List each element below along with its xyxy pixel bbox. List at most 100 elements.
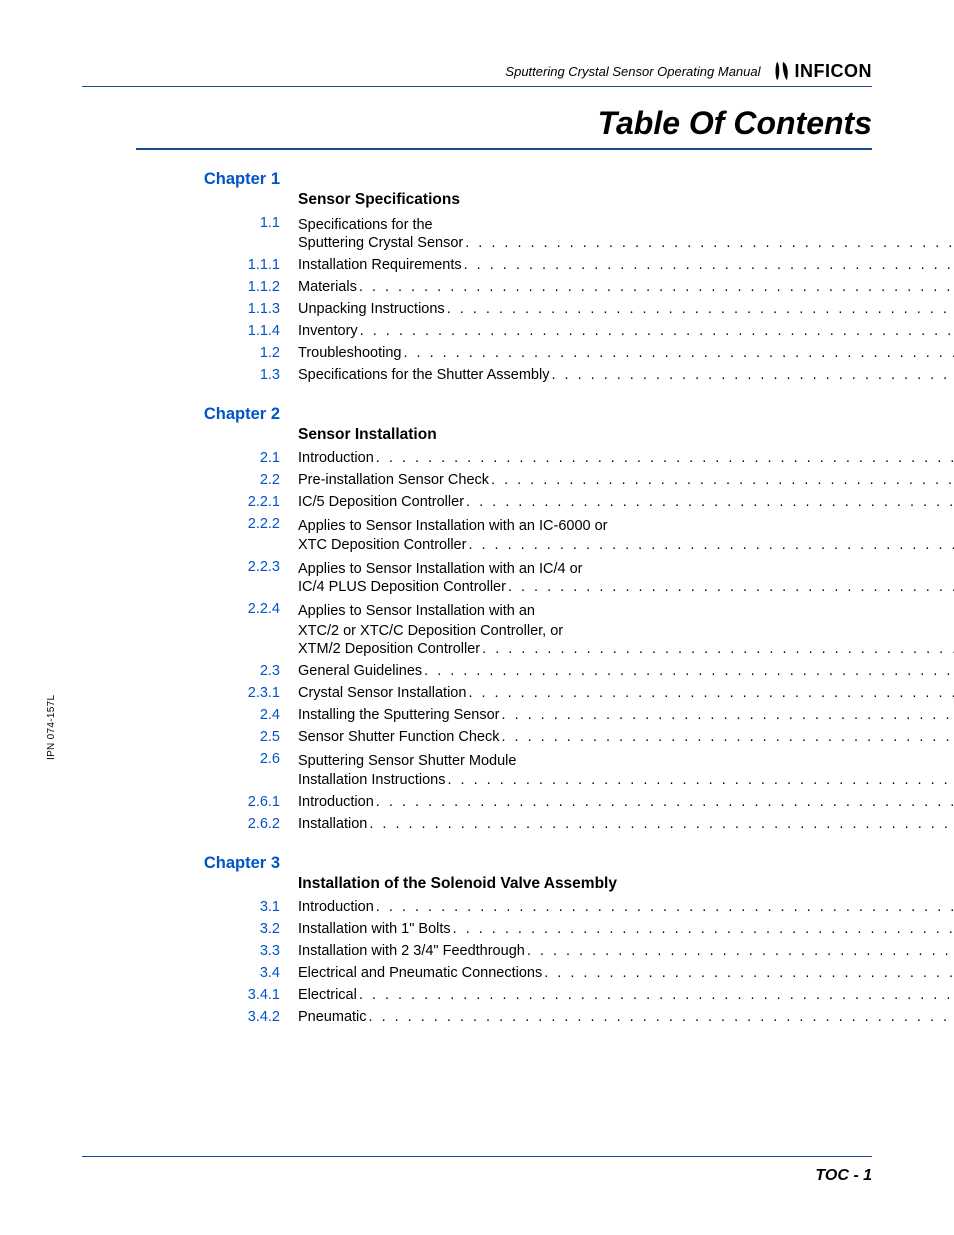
spacer bbox=[162, 426, 298, 444]
entry-number[interactable]: 2.2 bbox=[162, 472, 298, 488]
entry-number[interactable]: 1.1.2 bbox=[162, 279, 298, 295]
leader-dots: . . . . . . . . . . . . . . . . . . . . … bbox=[445, 301, 954, 317]
leader-dots: . . . . . . . . . . . . . . . . . . . . … bbox=[374, 899, 954, 915]
entry-number[interactable]: 2.6.2 bbox=[162, 816, 298, 832]
entry-number[interactable]: 2.3.1 bbox=[162, 685, 298, 701]
leader-dots: . . . . . . . . . . . . . . . . . . . . … bbox=[367, 1009, 954, 1025]
entry-number[interactable]: 1.1.4 bbox=[162, 323, 298, 339]
entry-last-line: XTC Deposition Controller . . . . . . . … bbox=[298, 537, 954, 553]
toc-entry: 2.2.1IC/5 Deposition Controller . . . . … bbox=[162, 494, 872, 510]
entry-title[interactable]: Introduction bbox=[298, 450, 374, 466]
entry-number[interactable]: 2.2.2 bbox=[162, 516, 298, 532]
entry-text: Sputtering Sensor Shutter ModuleInstalla… bbox=[298, 751, 954, 787]
entry-title[interactable]: XTM/2 Deposition Controller bbox=[298, 641, 480, 657]
entry-number[interactable]: 2.3 bbox=[162, 663, 298, 679]
entry-last-line: Sensor Shutter Function Check . . . . . … bbox=[298, 729, 954, 745]
entry-number[interactable]: 1.1.1 bbox=[162, 257, 298, 273]
entry-title[interactable]: Introduction bbox=[298, 899, 374, 915]
entry-number[interactable]: 1.1 bbox=[162, 215, 298, 231]
entry-text: Crystal Sensor Installation . . . . . . … bbox=[298, 685, 954, 701]
entry-text: Applies to Sensor Installation with an I… bbox=[298, 516, 954, 552]
leader-dots: . . . . . . . . . . . . . . . . . . . . … bbox=[401, 345, 954, 361]
entry-last-line: Unpacking Instructions . . . . . . . . .… bbox=[298, 301, 954, 317]
entry-title[interactable]: Electrical and Pneumatic Connections bbox=[298, 965, 542, 981]
toc-entry: 1.1.2Materials . . . . . . . . . . . . .… bbox=[162, 279, 872, 295]
entry-number[interactable]: 1.3 bbox=[162, 367, 298, 383]
entry-last-line: Materials . . . . . . . . . . . . . . . … bbox=[298, 279, 954, 295]
entry-text: Unpacking Instructions . . . . . . . . .… bbox=[298, 301, 954, 317]
spacer bbox=[162, 875, 298, 893]
entry-title[interactable]: Installation with 2 3/4" Feedthrough bbox=[298, 943, 525, 959]
entry-number[interactable]: 2.2.3 bbox=[162, 559, 298, 575]
entry-last-line: Installation with 1" Bolts . . . . . . .… bbox=[298, 921, 954, 937]
entry-title[interactable]: Pneumatic bbox=[298, 1009, 367, 1025]
entry-number[interactable]: 3.4 bbox=[162, 965, 298, 981]
entry-number[interactable]: 2.1 bbox=[162, 450, 298, 466]
entry-last-line: Sputtering Crystal Sensor . . . . . . . … bbox=[298, 235, 954, 251]
toc-entry: 1.3Specifications for the Shutter Assemb… bbox=[162, 367, 872, 383]
entry-text: Electrical . . . . . . . . . . . . . . .… bbox=[298, 987, 954, 1003]
chapter-title: Installation of the Solenoid Valve Assem… bbox=[298, 875, 617, 893]
entry-title[interactable]: Introduction bbox=[298, 794, 374, 810]
entry-text: Materials . . . . . . . . . . . . . . . … bbox=[298, 279, 954, 295]
leader-dots: . . . . . . . . . . . . . . . . . . . . … bbox=[542, 965, 954, 981]
chapter-head-row: Chapter 3 bbox=[162, 854, 872, 873]
leader-dots: . . . . . . . . . . . . . . . . . . . . … bbox=[500, 729, 954, 745]
entry-number[interactable]: 2.5 bbox=[162, 729, 298, 745]
entry-text: Applies to Sensor Installation with an I… bbox=[298, 559, 954, 595]
entry-title[interactable]: Unpacking Instructions bbox=[298, 301, 445, 317]
chapter-head[interactable]: Chapter 3 bbox=[162, 854, 298, 873]
entry-title[interactable]: Troubleshooting bbox=[298, 345, 401, 361]
entry-title[interactable]: Materials bbox=[298, 279, 357, 295]
footer-rule bbox=[82, 1156, 872, 1157]
entry-number[interactable]: 2.4 bbox=[162, 707, 298, 723]
brand-icon bbox=[773, 60, 791, 82]
entry-title[interactable]: General Guidelines bbox=[298, 663, 422, 679]
leader-dots: . . . . . . . . . . . . . . . . . . . . … bbox=[446, 772, 954, 788]
entry-title[interactable]: Installation Requirements bbox=[298, 257, 462, 273]
entry-number[interactable]: 2.2.4 bbox=[162, 601, 298, 617]
entry-title[interactable]: Pre-installation Sensor Check bbox=[298, 472, 489, 488]
chapter-block: Chapter 3Installation of the Solenoid Va… bbox=[162, 854, 872, 1025]
entry-title[interactable]: Sputtering Crystal Sensor bbox=[298, 235, 463, 251]
chapter-head[interactable]: Chapter 1 bbox=[162, 170, 298, 189]
entry-title[interactable]: Installation bbox=[298, 816, 367, 832]
toc-entry: 3.1Introduction . . . . . . . . . . . . … bbox=[162, 899, 872, 915]
entry-number[interactable]: 3.1 bbox=[162, 899, 298, 915]
entry-title[interactable]: IC/5 Deposition Controller bbox=[298, 494, 464, 510]
entry-title[interactable]: Installation Instructions bbox=[298, 772, 446, 788]
entry-title[interactable]: Electrical bbox=[298, 987, 357, 1003]
chapter-head[interactable]: Chapter 2 bbox=[162, 405, 298, 424]
entry-number[interactable]: 3.4.1 bbox=[162, 987, 298, 1003]
entry-number[interactable]: 3.3 bbox=[162, 943, 298, 959]
toc-entry: 3.3Installation with 2 3/4" Feedthrough … bbox=[162, 943, 872, 959]
entry-title[interactable]: Crystal Sensor Installation bbox=[298, 685, 466, 701]
toc-entry: 3.2Installation with 1" Bolts . . . . . … bbox=[162, 921, 872, 937]
leader-dots: . . . . . . . . . . . . . . . . . . . . … bbox=[357, 279, 954, 295]
entry-text: Pre-installation Sensor Check . . . . . … bbox=[298, 472, 954, 488]
entry-title[interactable]: Installation with 1" Bolts bbox=[298, 921, 451, 937]
entry-last-line: Inventory . . . . . . . . . . . . . . . … bbox=[298, 323, 954, 339]
entry-title[interactable]: XTC Deposition Controller bbox=[298, 537, 466, 553]
entry-title[interactable]: Installing the Sputtering Sensor bbox=[298, 707, 500, 723]
entry-title[interactable]: Sensor Shutter Function Check bbox=[298, 729, 500, 745]
entry-number[interactable]: 2.2.1 bbox=[162, 494, 298, 510]
entry-line: Specifications for the bbox=[298, 215, 954, 235]
toc-entry: 2.3.1Crystal Sensor Installation . . . .… bbox=[162, 685, 872, 701]
entry-number[interactable]: 3.2 bbox=[162, 921, 298, 937]
entry-title[interactable]: Inventory bbox=[298, 323, 358, 339]
leader-dots: . . . . . . . . . . . . . . . . . . . . … bbox=[500, 707, 954, 723]
entry-last-line: Pre-installation Sensor Check . . . . . … bbox=[298, 472, 954, 488]
toc-entry: 2.2.4Applies to Sensor Installation with… bbox=[162, 601, 872, 658]
entry-number[interactable]: 1.2 bbox=[162, 345, 298, 361]
entry-text: IC/5 Deposition Controller . . . . . . .… bbox=[298, 494, 954, 510]
entry-number[interactable]: 3.4.2 bbox=[162, 1009, 298, 1025]
chapter-block: Chapter 2Sensor Installation2.1Introduct… bbox=[162, 405, 872, 831]
entry-number[interactable]: 2.6.1 bbox=[162, 794, 298, 810]
toc-entry: 2.2.3Applies to Sensor Installation with… bbox=[162, 559, 872, 595]
entry-number[interactable]: 1.1.3 bbox=[162, 301, 298, 317]
toc-entry: 2.3General Guidelines . . . . . . . . . … bbox=[162, 663, 872, 679]
entry-number[interactable]: 2.6 bbox=[162, 751, 298, 767]
entry-title[interactable]: IC/4 PLUS Deposition Controller bbox=[298, 579, 506, 595]
entry-title[interactable]: Specifications for the Shutter Assembly bbox=[298, 367, 549, 383]
